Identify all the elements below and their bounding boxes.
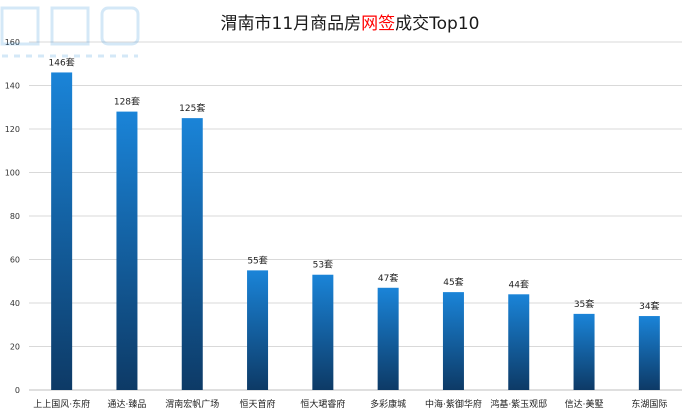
bar [442, 292, 464, 390]
bar [573, 313, 595, 390]
axes: 0 20 40 60 80 100 120 140 160 [5, 38, 682, 395]
x-tick-label: 恒大珺睿府 [300, 398, 345, 410]
gridlines [29, 41, 682, 347]
bar-value-label: 34套 [639, 300, 659, 312]
chart-title: 渭南市11月商品房网签成交Top10 [0, 9, 700, 34]
y-tick-label: 120 [5, 125, 20, 134]
bar-value-label: 55套 [247, 254, 267, 266]
bar [377, 287, 399, 390]
bar [247, 270, 269, 390]
bars [51, 72, 660, 390]
bar [116, 111, 138, 390]
x-tick-label: 东湖国际 [631, 398, 667, 410]
x-tick-label: 渭南宏帆广场 [165, 398, 219, 410]
title-highlight: 网签 [361, 14, 396, 34]
bar-value-label: 45套 [443, 276, 463, 288]
y-tick-label: 100 [5, 169, 20, 178]
x-tick-label: 恒天首府 [240, 398, 276, 410]
bar-value-label: 44套 [509, 278, 529, 290]
x-tick-label: 通达·臻品 [108, 398, 147, 410]
x-tick-label: 信达·美墅 [565, 398, 604, 410]
y-tick-label: 160 [5, 38, 20, 47]
y-tick-label: 140 [5, 82, 20, 91]
bar-value-label: 125套 [179, 102, 205, 114]
y-tick-label: 60 [10, 256, 20, 265]
bar [51, 72, 73, 390]
y-tick-label: 40 [10, 299, 20, 308]
y-tick-label: 80 [10, 212, 20, 221]
bar [181, 118, 203, 390]
bar-value-label: 146套 [49, 56, 75, 68]
bar [508, 294, 530, 390]
y-tick-label: 20 [10, 343, 20, 352]
bar-value-label: 128套 [114, 96, 140, 108]
title-part-3: 成交Top10 [395, 14, 480, 34]
bar [312, 274, 334, 390]
title-part-1: 渭南市11月商品房 [220, 14, 362, 34]
watermark-logo [0, 6, 140, 58]
bar-value-label: 53套 [313, 259, 333, 271]
y-tick-label: 0 [15, 386, 20, 395]
x-tick-label: 多彩康城 [370, 398, 406, 410]
x-tick-label: 上上国风·东府 [33, 398, 90, 410]
bar-value-label: 35套 [574, 298, 594, 310]
bar [638, 316, 660, 390]
x-tick-label: 鸿基·紫玉观邸 [490, 398, 547, 410]
bar-value-label: 47套 [378, 272, 398, 284]
x-tick-label: 中海·紫御华府 [425, 398, 482, 410]
